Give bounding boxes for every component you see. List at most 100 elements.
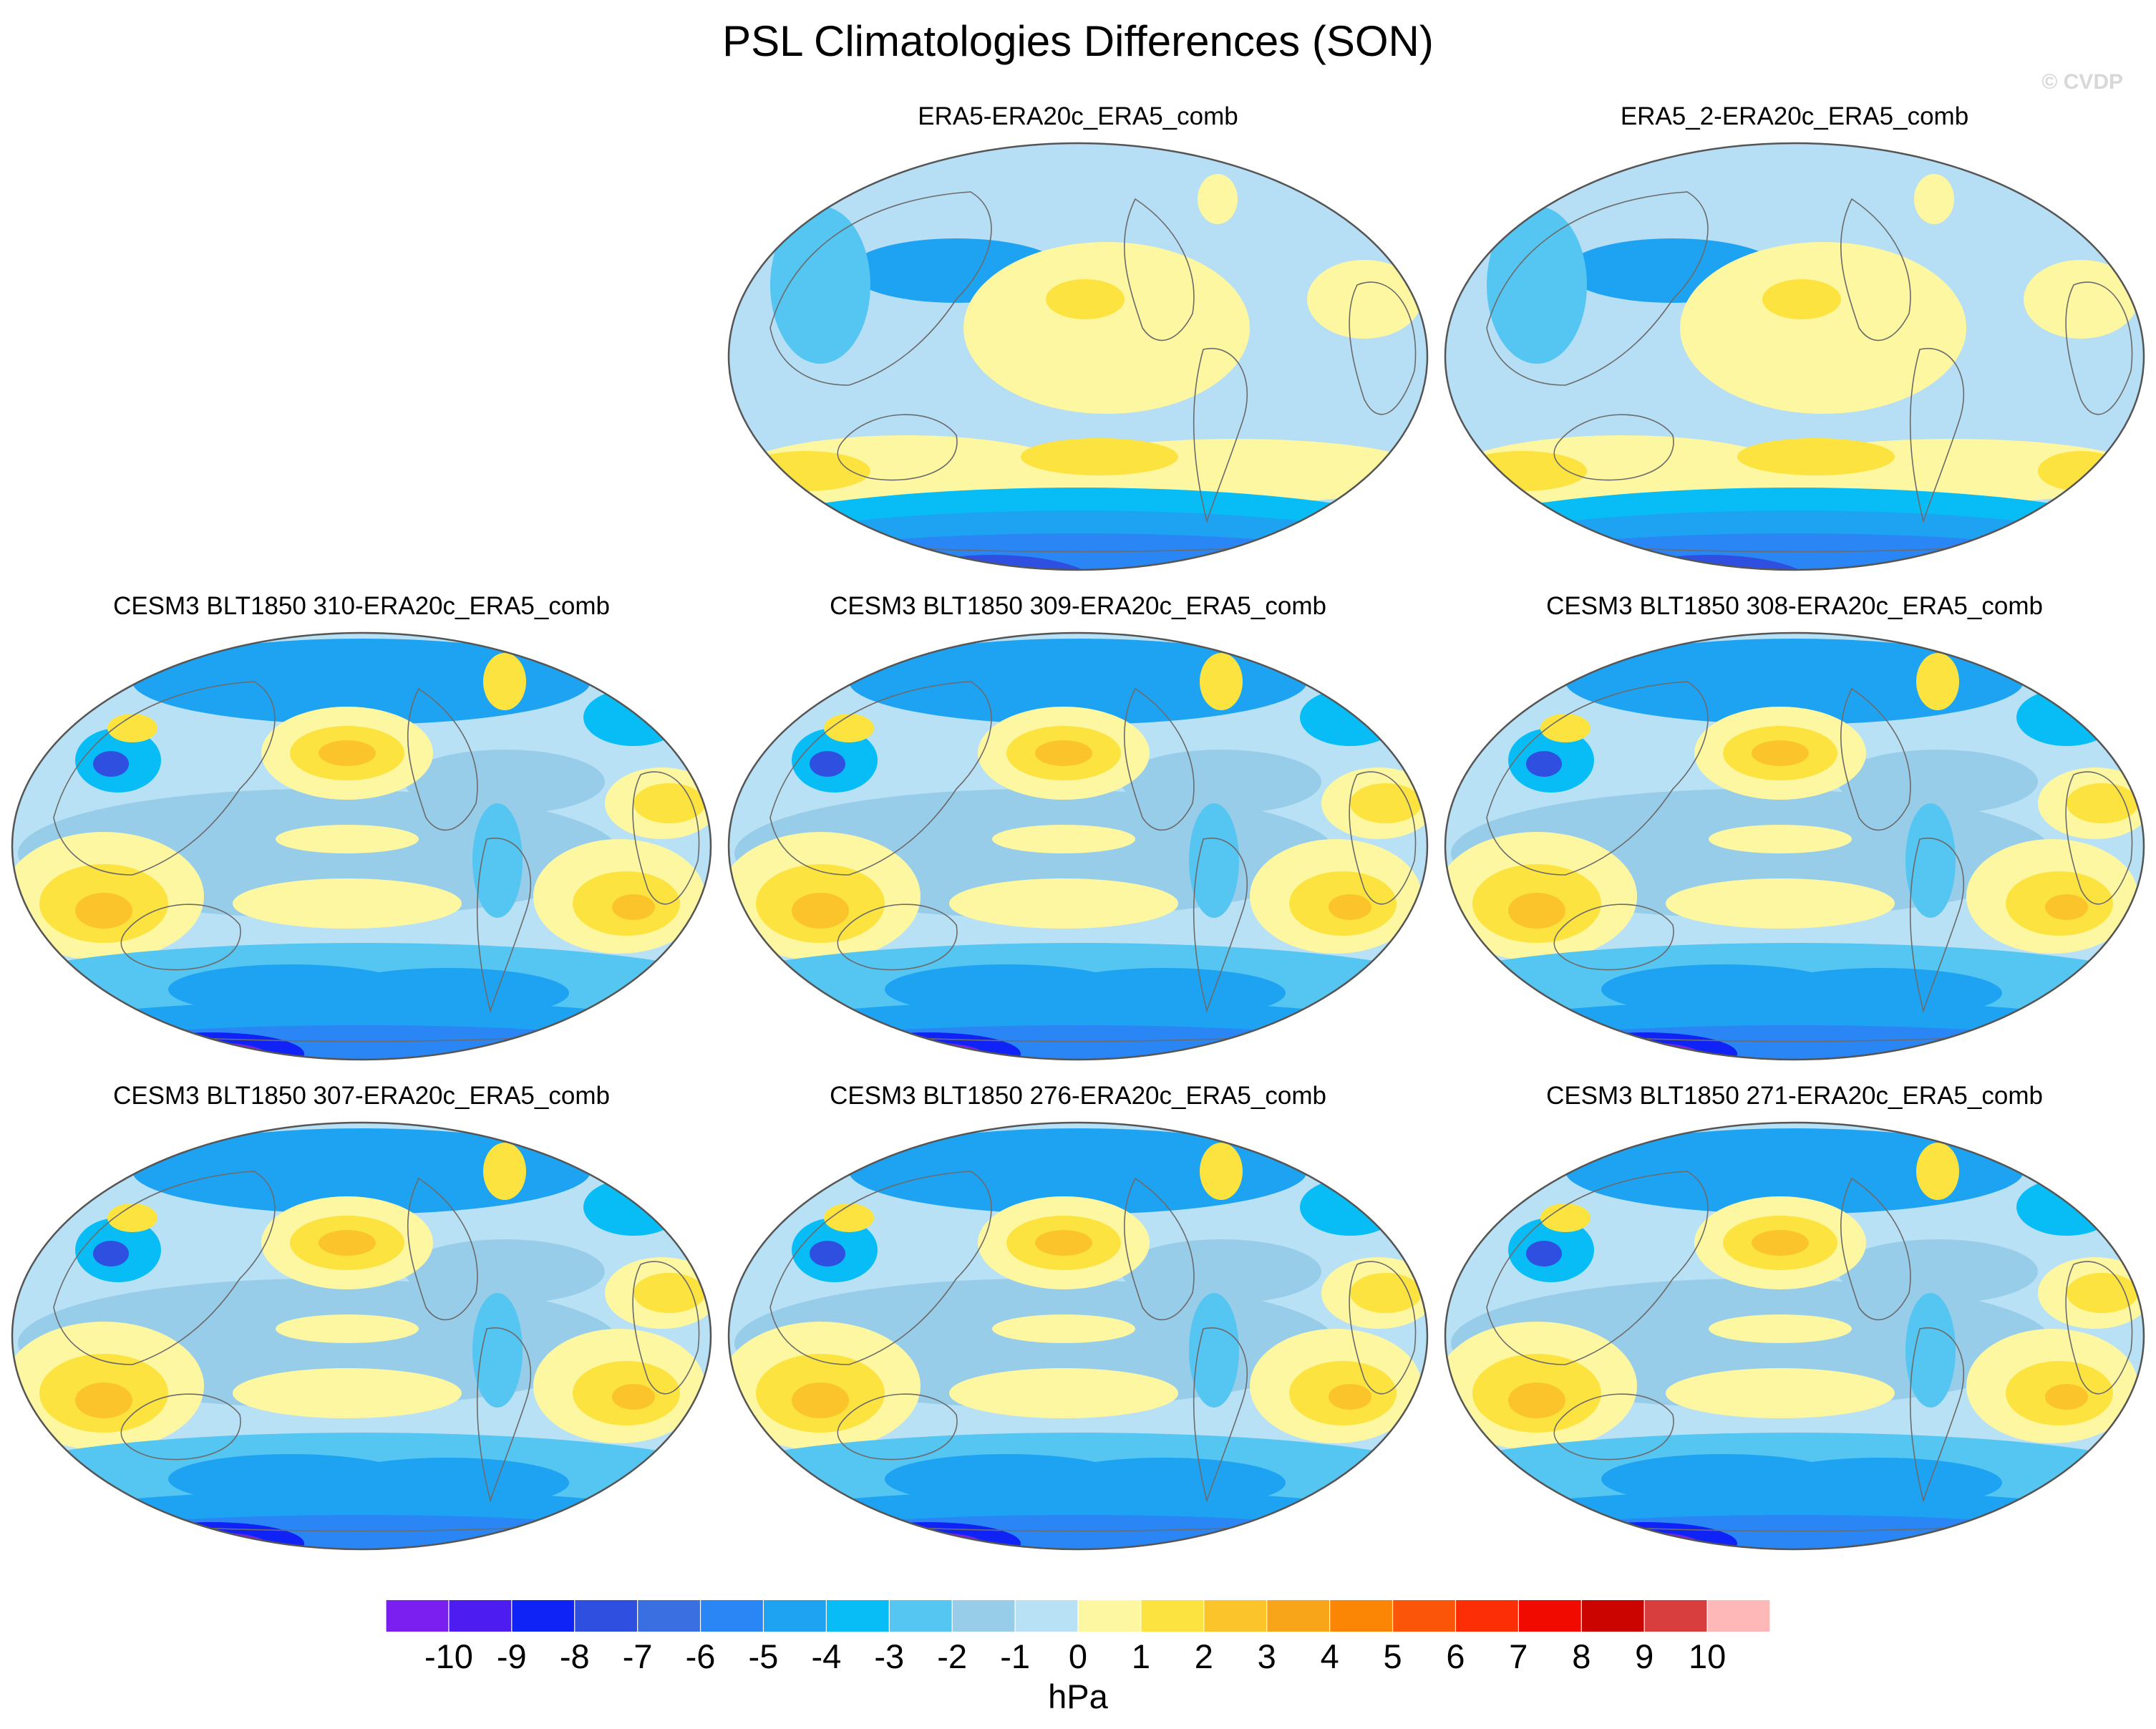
south-america-negative xyxy=(1189,803,1239,918)
map-panel: CESM3 BLT1850 308-ERA20c_ERA5_comb xyxy=(1444,592,2145,1061)
south-atlantic-core xyxy=(1329,1384,1371,1410)
antarctic-core xyxy=(154,1532,268,1549)
equatorial-positive xyxy=(276,1314,419,1343)
map-field xyxy=(1445,1123,2144,1549)
panel-title: CESM3 BLT1850 308-ERA20c_ERA5_comb xyxy=(1546,592,2043,620)
colorbar: -10 -9 -8 -7 -6 -5 -4 -3 -2 -1 0 1 2 3 4 5 6 7 8 9 10 xyxy=(385,1600,1771,1675)
panel-title: CESM3 BLT1850 276-ERA20c_ERA5_comb xyxy=(830,1082,1326,1110)
antarctic-low-east xyxy=(2038,1045,2144,1060)
north-pacific-core xyxy=(1752,740,1809,766)
antarctic-low-east xyxy=(2038,1534,2144,1549)
south-atlantic-core xyxy=(612,894,655,920)
map-panel: ERA5-ERA20c_ERA5_comb xyxy=(727,102,1429,571)
colorbar-box xyxy=(952,1600,1016,1632)
antarctic-core xyxy=(870,1532,985,1549)
north-pacific-core xyxy=(319,1230,376,1256)
south-tropical-positive xyxy=(233,1368,462,1418)
map-border xyxy=(1444,631,2145,1061)
colorbar-label: 7 xyxy=(1509,1637,1528,1675)
asia-positive-spot xyxy=(824,714,874,742)
atlantic-high xyxy=(633,1273,705,1313)
antarctic-low-east xyxy=(605,1534,711,1549)
asia-positive-spot xyxy=(107,1203,157,1232)
map-field xyxy=(729,1123,1427,1549)
southern-band-3 xyxy=(729,533,1427,570)
south-indian-core xyxy=(792,893,849,929)
greenland-positive xyxy=(483,653,526,710)
colorbar-label: 5 xyxy=(1383,1637,1402,1675)
nordic-negative xyxy=(2016,689,2117,746)
colorbar-box xyxy=(700,1600,764,1632)
map-border xyxy=(727,1121,1429,1551)
atlantic-north-negative xyxy=(1837,1239,2038,1304)
colorbar-label: -7 xyxy=(623,1637,653,1675)
tibet-low-core xyxy=(93,751,129,777)
tibet-low-core xyxy=(1526,1241,1562,1267)
colorbar-label: -4 xyxy=(811,1637,841,1675)
asia-positive-spot xyxy=(824,1203,874,1232)
map-panel: CESM3 BLT1850 276-ERA20c_ERA5_comb xyxy=(727,1082,1429,1551)
equatorial-positive xyxy=(276,825,419,853)
panel-title: ERA5_2-ERA20c_ERA5_comb xyxy=(1621,102,1968,130)
colorbar-label: -8 xyxy=(560,1637,590,1675)
arctic-low-band xyxy=(1565,639,2024,725)
north-pacific-core xyxy=(319,740,376,766)
colorbar-box xyxy=(1518,1600,1582,1632)
colorbar-box xyxy=(763,1600,827,1632)
colorbar-label: 4 xyxy=(1321,1637,1339,1675)
south-america-negative xyxy=(1905,803,1956,918)
south-tropical-positive xyxy=(233,878,462,929)
south-indian-core xyxy=(75,893,132,929)
arctic-low-band xyxy=(132,639,591,725)
arctic-low-band xyxy=(132,1128,591,1214)
panel-title: CESM3 BLT1850 310-ERA20c_ERA5_comb xyxy=(113,592,610,620)
equatorial-positive xyxy=(1709,1314,1852,1343)
colorbar-box xyxy=(1329,1600,1394,1632)
atlantic-positive xyxy=(1307,260,1422,339)
atlantic-north-negative xyxy=(404,1239,605,1304)
colorbar-box xyxy=(1015,1600,1079,1632)
map-border xyxy=(727,142,1429,571)
southern-band-3 xyxy=(12,1515,711,1549)
south-tropical-positive xyxy=(949,878,1178,929)
colorbar-box xyxy=(448,1600,513,1632)
south-tropical-positive xyxy=(1666,878,1895,929)
south-atlantic-core xyxy=(2045,894,2088,920)
arctic-low-band xyxy=(1565,1128,2024,1214)
panel-title: CESM3 BLT1850 271-ERA20c_ERA5_comb xyxy=(1546,1082,2043,1110)
colorbar-label: 1 xyxy=(1132,1637,1150,1675)
colorbar-units: hPa xyxy=(1048,1677,1108,1715)
map-border xyxy=(1444,142,2145,571)
colorbar-box xyxy=(1392,1600,1456,1632)
map-field xyxy=(1445,633,2144,1060)
map-border xyxy=(11,631,712,1061)
greenland-positive xyxy=(1200,653,1243,710)
north-pacific-core xyxy=(1035,740,1092,766)
south-atlantic-core xyxy=(1329,894,1371,920)
colorbar-label: 2 xyxy=(1195,1637,1213,1675)
nordic-negative xyxy=(583,1178,684,1236)
map-field xyxy=(12,1123,711,1549)
colorbar-box xyxy=(889,1600,953,1632)
antarctic-core xyxy=(1587,1042,1701,1060)
antarctic-low-east xyxy=(1321,1045,1427,1060)
colorbar-box xyxy=(386,1600,450,1632)
southern-band-3 xyxy=(1445,1515,2144,1549)
atlantic-south-high xyxy=(2038,451,2124,491)
map-panel: ERA5_2-ERA20c_ERA5_comb xyxy=(1444,102,2145,571)
south-america-negative xyxy=(472,1293,523,1408)
north-pacific-core xyxy=(1752,1230,1809,1256)
south-atlantic-core xyxy=(2045,1384,2088,1410)
panel-title: CESM3 BLT1850 309-ERA20c_ERA5_comb xyxy=(830,592,1326,620)
asia-negative xyxy=(770,206,870,364)
south-indian-core xyxy=(1508,893,1565,929)
colorbar-box xyxy=(637,1600,701,1632)
tibet-low-core xyxy=(810,751,845,777)
south-indian-core xyxy=(792,1382,849,1418)
colorbar-label: -6 xyxy=(686,1637,716,1675)
colorbar-label: 9 xyxy=(1635,1637,1654,1675)
colorbar-box xyxy=(1455,1600,1519,1632)
colorbar-label: 10 xyxy=(1689,1637,1726,1675)
tibet-low-core xyxy=(810,1241,845,1267)
